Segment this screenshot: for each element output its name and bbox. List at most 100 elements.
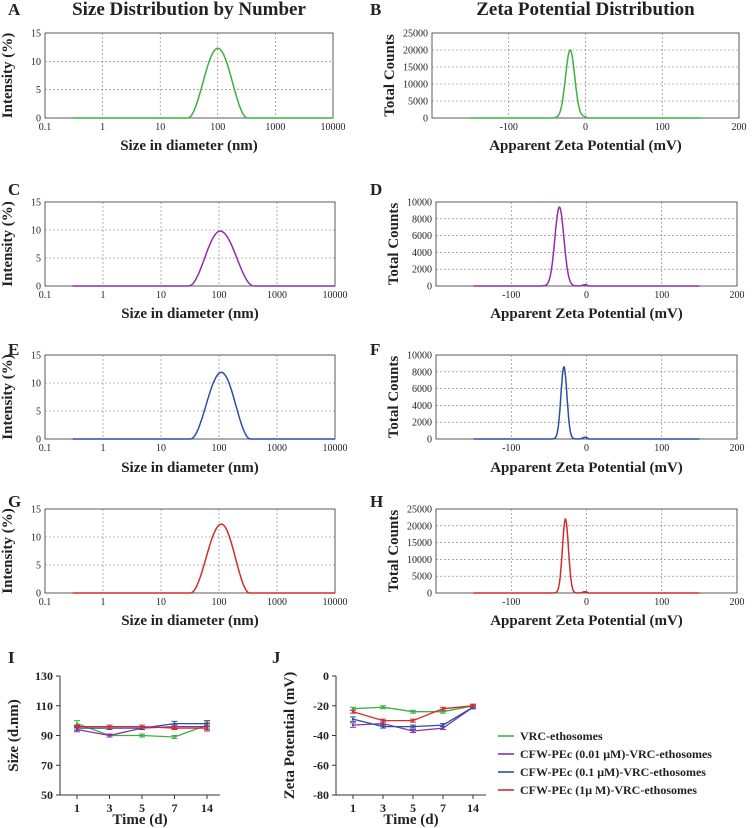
x-axis-label: Time (d) <box>383 812 438 828</box>
data-point <box>351 710 355 713</box>
x-tick-label: 0.1 <box>39 597 52 608</box>
x-axis-label: Time (d) <box>112 812 167 828</box>
x-tick-label: 100 <box>212 290 227 301</box>
panel-c: C 0.1 1 10 100 1000 10000 0 5 10 15 Size in diamete… <box>0 180 348 322</box>
panel-d: D-100 0 100 2000200040006000800010000Appare… <box>370 180 745 322</box>
data-point <box>411 710 415 713</box>
y-tick-label: 20000 <box>407 521 432 532</box>
y-tick-label: 10000 <box>407 198 432 209</box>
x-tick-label: 3 <box>380 801 386 815</box>
distribution-curve <box>473 365 700 440</box>
panel-label: F <box>370 340 380 359</box>
x-tick-label: -100 <box>502 290 520 301</box>
x-tick-label: 100 <box>212 597 227 608</box>
y-tick-label: 0 <box>427 589 432 600</box>
data-point <box>140 734 144 737</box>
y-tick-label: 0 <box>323 669 329 683</box>
x-tick-label: 1000 <box>267 290 287 301</box>
x-tick-label: 7 <box>440 801 446 815</box>
x-tick-label: 200 <box>730 290 745 301</box>
y-axis-label: Zeta Potential (mV) <box>282 672 298 799</box>
x-tick-label: 0.1 <box>39 443 52 454</box>
data-point <box>108 734 111 737</box>
data-point <box>381 722 385 725</box>
x-tick-label: 14 <box>201 801 213 815</box>
panel-title: Zeta Potential Distribution <box>476 0 695 20</box>
y-tick-label: 0 <box>423 114 428 125</box>
data-point <box>205 722 209 725</box>
x-axis-label: Size in diameter (nm) <box>120 138 258 154</box>
y-tick-label: 4000 <box>412 248 432 259</box>
panel-j: J -80 -60 -40 -20 0 1 3 5 7 14 Time (d) Zeta Potenti… <box>272 648 486 828</box>
y-tick-label: 0 <box>427 435 432 446</box>
data-point <box>381 725 385 728</box>
panel-i: I 50 70 90 110 130 1 3 5 7 14 Time (d) Size (d.nm) <box>6 648 220 828</box>
plot-frame <box>44 32 334 119</box>
x-tick-label: 10 <box>155 122 165 133</box>
legend-label: CFW-PEc (0.01 μM)-VRC-ethosomes <box>520 747 712 761</box>
panel-h: H -100 0 100 200 0 5000 10000 15000 20000 25000 App… <box>370 492 745 629</box>
x-tick-label: 1 <box>101 443 106 454</box>
y-axis-label: Size (d.nm) <box>6 699 22 772</box>
x-axis-label: Apparent Zeta Potential (mV) <box>490 613 683 629</box>
x-tick-label: 1 <box>100 122 105 133</box>
distribution-curve <box>72 523 335 594</box>
data-point <box>173 735 176 739</box>
y-tick-label: 70 <box>41 758 53 772</box>
data-point <box>351 717 355 721</box>
x-tick-label: 3 <box>107 801 113 815</box>
x-tick-label: 0 <box>584 290 589 301</box>
data-point <box>441 707 445 710</box>
x-tick-label: 100 <box>212 443 227 454</box>
y-tick-label: 8000 <box>412 367 432 378</box>
panel-title: Size Distribution by Number <box>72 0 306 20</box>
y-tick-label: -60 <box>313 758 329 772</box>
data-point <box>441 710 445 713</box>
panel-label: B <box>370 0 381 19</box>
x-tick-label: 1 <box>74 801 80 815</box>
plot-frame <box>44 508 336 594</box>
y-axis-label: Total Counts <box>382 34 398 117</box>
distribution-curve <box>473 517 700 594</box>
y-tick-label: 4000 <box>412 401 432 412</box>
series-2 <box>350 705 476 729</box>
x-tick-label: 200 <box>732 122 747 133</box>
data-point <box>351 707 355 710</box>
y-tick-label: 90 <box>41 729 53 743</box>
y-tick-label: 25000 <box>407 505 432 516</box>
y-tick-label: 15 <box>31 29 41 40</box>
y-tick-label: 15000 <box>407 538 432 549</box>
y-tick-label: 6000 <box>412 384 432 395</box>
data-point <box>381 706 385 709</box>
plot-frame <box>44 354 336 440</box>
legend: VRC-ethosomes CFW-PEc (0.01 μM)-VRC-ethos… <box>498 729 712 797</box>
y-tick-label: 5 <box>36 254 41 265</box>
panel-label: E <box>8 340 19 359</box>
data-point <box>75 725 79 728</box>
y-axis-label: Total Counts <box>386 510 402 593</box>
data-point <box>205 726 209 730</box>
x-tick-label: 200 <box>730 443 745 454</box>
x-tick-label: 5 <box>139 801 145 815</box>
x-tick-label: 10000 <box>323 290 348 301</box>
x-tick-label: 10000 <box>323 597 348 608</box>
y-tick-label: 10000 <box>407 351 432 362</box>
y-tick-label: 0 <box>427 282 432 293</box>
y-tick-label: 0 <box>36 282 41 293</box>
panel-e: E 0.1 1 10 100 1000 10000 0 5 10 15 Size in diamete… <box>0 340 348 476</box>
data-point <box>411 719 415 722</box>
x-axis-label: Apparent Zeta Potential (mV) <box>490 460 683 476</box>
data-point <box>173 726 176 730</box>
y-tick-label: 5 <box>36 85 41 96</box>
distribution-curve <box>470 48 701 119</box>
y-tick-label: 5 <box>36 407 41 418</box>
y-tick-label: 0 <box>36 435 41 446</box>
y-tick-label: 130 <box>35 669 53 683</box>
y-tick-label: 10000 <box>407 555 432 566</box>
x-tick-label: 14 <box>467 801 479 815</box>
x-tick-label: 10 <box>156 290 166 301</box>
series-3 <box>350 703 476 723</box>
y-tick-label: 10 <box>31 533 41 544</box>
x-tick-label: 1 <box>350 801 356 815</box>
y-tick-label: 5000 <box>408 97 428 108</box>
